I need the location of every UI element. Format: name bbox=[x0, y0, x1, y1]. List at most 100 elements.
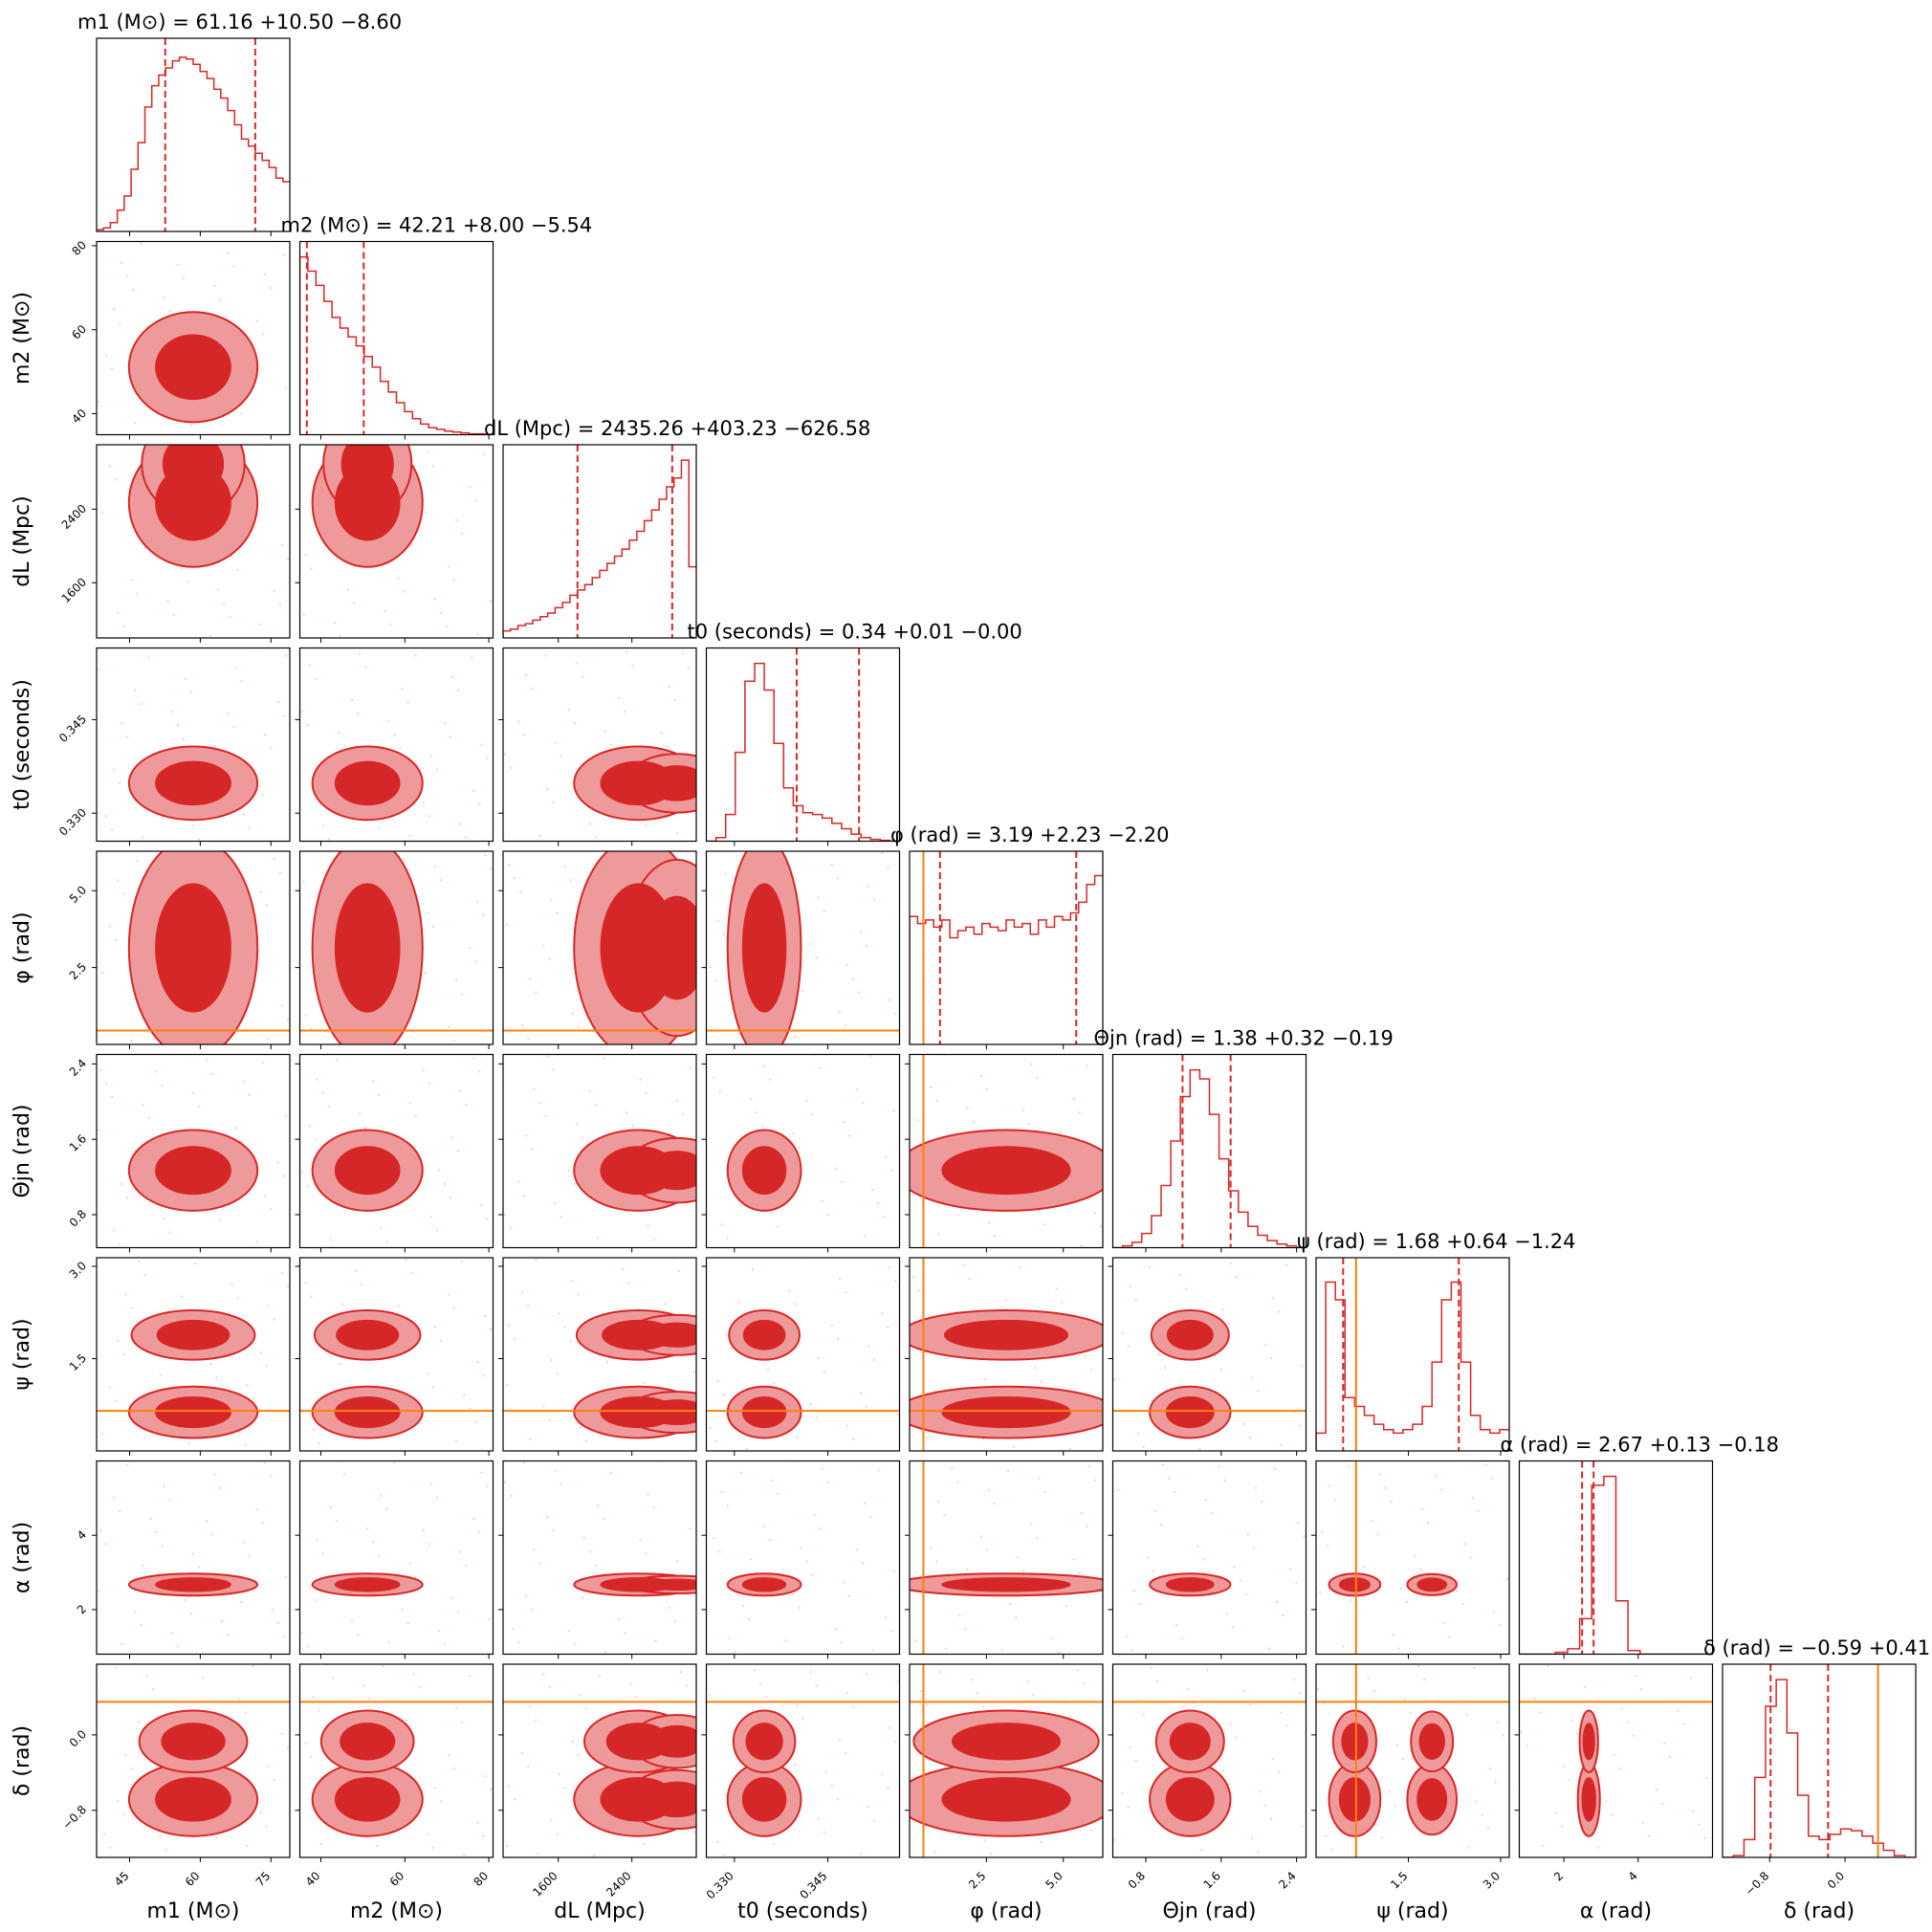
sample-point bbox=[737, 1033, 740, 1036]
sample-point bbox=[304, 554, 307, 557]
sample-point bbox=[556, 911, 559, 914]
sample-point bbox=[1395, 1744, 1398, 1746]
sample-point bbox=[474, 960, 477, 963]
sample-point bbox=[314, 677, 317, 680]
contour-inner bbox=[1341, 1723, 1369, 1761]
sample-point bbox=[689, 1527, 692, 1530]
sample-point bbox=[122, 892, 125, 895]
contour-inner bbox=[334, 883, 401, 1013]
sample-point bbox=[130, 1767, 133, 1770]
sample-point bbox=[1374, 1823, 1377, 1826]
sample-point bbox=[571, 1740, 574, 1743]
sample-point bbox=[548, 1686, 551, 1689]
sample-point bbox=[1038, 1210, 1041, 1213]
sample-point bbox=[546, 1516, 549, 1519]
sample-point bbox=[1634, 1675, 1636, 1678]
sample-point bbox=[221, 1620, 224, 1623]
sample-point bbox=[267, 1766, 270, 1768]
sample-point bbox=[186, 581, 188, 583]
sample-point bbox=[1533, 1698, 1536, 1701]
panel-frame bbox=[909, 1663, 1104, 1858]
sample-point bbox=[444, 1643, 446, 1646]
y-tick-label: 2.5 bbox=[67, 960, 89, 982]
sample-point bbox=[523, 734, 526, 736]
sample-point bbox=[117, 879, 120, 882]
sample-point bbox=[798, 1146, 801, 1149]
sample-point bbox=[1210, 1512, 1213, 1515]
sample-point bbox=[121, 722, 123, 725]
sample-point bbox=[1121, 1792, 1124, 1795]
sample-point bbox=[573, 1182, 576, 1185]
sample-point bbox=[426, 451, 428, 454]
sample-point bbox=[771, 1479, 774, 1482]
sample-point bbox=[1570, 1719, 1573, 1722]
sample-point bbox=[482, 453, 485, 456]
sample-point bbox=[1299, 1692, 1302, 1695]
sample-point bbox=[519, 890, 522, 893]
sample-point bbox=[1435, 1475, 1438, 1478]
sample-point bbox=[692, 1831, 695, 1833]
sample-point bbox=[815, 956, 818, 959]
sample-point bbox=[428, 815, 430, 818]
sample-point bbox=[1328, 1484, 1331, 1487]
sample-point bbox=[451, 675, 454, 678]
sample-point bbox=[461, 993, 464, 996]
sample-point bbox=[457, 689, 460, 692]
contour-inner bbox=[742, 1319, 786, 1350]
sample-point bbox=[823, 910, 825, 912]
sample-point bbox=[234, 1127, 237, 1130]
x-tick-label: 1.6 bbox=[1201, 1869, 1223, 1891]
sample-point bbox=[759, 1682, 762, 1685]
sample-point bbox=[439, 1339, 442, 1342]
sample-point bbox=[335, 1059, 338, 1062]
sample-point bbox=[635, 1696, 638, 1699]
sample-point bbox=[716, 1840, 719, 1843]
sample-point bbox=[560, 1482, 562, 1485]
sample-point bbox=[103, 1833, 106, 1835]
sample-point bbox=[446, 625, 449, 627]
contour-inner bbox=[941, 1777, 1071, 1822]
sample-point bbox=[824, 1771, 827, 1774]
sample-point bbox=[508, 1324, 511, 1327]
sample-point bbox=[213, 1473, 216, 1476]
y-tick-label: 5.0 bbox=[67, 883, 89, 905]
sample-point bbox=[871, 1649, 874, 1652]
sample-point bbox=[596, 1237, 599, 1240]
sample-point bbox=[567, 1630, 570, 1633]
sample-point bbox=[261, 1061, 264, 1064]
sample-point bbox=[310, 1755, 313, 1758]
sample-point bbox=[372, 1080, 375, 1083]
sample-point bbox=[161, 1084, 164, 1087]
sample-point bbox=[459, 1089, 462, 1092]
sample-point bbox=[219, 1219, 222, 1222]
sample-point bbox=[603, 1057, 605, 1060]
sample-point bbox=[469, 1407, 472, 1410]
sample-point bbox=[244, 1711, 247, 1714]
sample-point bbox=[1084, 1355, 1087, 1358]
x-tick-label: 45 bbox=[112, 1869, 132, 1889]
sample-point bbox=[406, 1622, 409, 1625]
sample-point bbox=[1690, 1677, 1693, 1680]
contour-inner bbox=[741, 1396, 787, 1429]
sample-point bbox=[136, 1320, 139, 1323]
x-tick-label: 2.5 bbox=[966, 1869, 988, 1891]
panel-frame bbox=[909, 1460, 1104, 1656]
sample-point bbox=[626, 650, 628, 653]
sample-point bbox=[463, 1854, 466, 1856]
sample-point bbox=[709, 1694, 712, 1697]
sample-point bbox=[1028, 1123, 1031, 1126]
sample-point bbox=[1155, 1680, 1158, 1683]
panel-frame bbox=[502, 1053, 697, 1249]
sample-point bbox=[1423, 1679, 1426, 1681]
sample-point bbox=[138, 1721, 141, 1723]
y-tick-label: 2.4 bbox=[67, 1057, 89, 1079]
sample-point bbox=[163, 296, 165, 299]
sample-point bbox=[1214, 1355, 1217, 1358]
x-axis-label-m1: m1 (M⊙) bbox=[146, 1899, 239, 1923]
sample-point bbox=[618, 697, 621, 700]
sample-point bbox=[1254, 1486, 1257, 1489]
sample-point bbox=[149, 1518, 152, 1521]
sample-point bbox=[890, 1169, 893, 1172]
sample-point bbox=[983, 1378, 986, 1381]
sample-point bbox=[1200, 1848, 1203, 1851]
